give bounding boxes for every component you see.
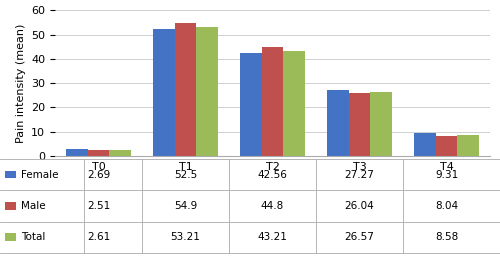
Bar — [262, 47, 283, 156]
Bar — [153, 29, 174, 156]
FancyBboxPatch shape — [5, 202, 16, 210]
Text: 2.51: 2.51 — [87, 201, 110, 211]
Bar — [240, 53, 262, 156]
Bar — [88, 150, 110, 156]
Bar — [436, 136, 458, 156]
Bar — [414, 133, 436, 156]
Text: 27.27: 27.27 — [344, 170, 374, 180]
Text: 54.9: 54.9 — [174, 201, 197, 211]
Bar — [327, 90, 348, 156]
Text: 8.58: 8.58 — [435, 232, 458, 242]
Text: Female: Female — [21, 170, 59, 180]
Text: 53.21: 53.21 — [170, 232, 200, 242]
Bar — [348, 93, 370, 156]
Bar — [66, 150, 88, 156]
Text: 2.69: 2.69 — [87, 170, 110, 180]
Bar — [370, 92, 392, 156]
Bar — [174, 23, 197, 156]
Text: Male: Male — [21, 201, 46, 211]
Y-axis label: Pain intensity (mean): Pain intensity (mean) — [16, 23, 26, 143]
Text: 2.61: 2.61 — [87, 232, 110, 242]
Text: 26.04: 26.04 — [344, 201, 374, 211]
FancyBboxPatch shape — [5, 171, 16, 178]
Text: 43.21: 43.21 — [258, 232, 288, 242]
Text: 9.31: 9.31 — [435, 170, 458, 180]
Text: 8.04: 8.04 — [435, 201, 458, 211]
Bar — [458, 135, 479, 156]
Text: Total: Total — [21, 232, 46, 242]
FancyBboxPatch shape — [5, 233, 16, 241]
Bar — [196, 27, 218, 156]
Text: 44.8: 44.8 — [261, 201, 284, 211]
Bar — [110, 150, 131, 156]
Text: 42.56: 42.56 — [258, 170, 288, 180]
Text: 26.57: 26.57 — [344, 232, 374, 242]
Text: 52.5: 52.5 — [174, 170, 197, 180]
Bar — [284, 51, 305, 156]
